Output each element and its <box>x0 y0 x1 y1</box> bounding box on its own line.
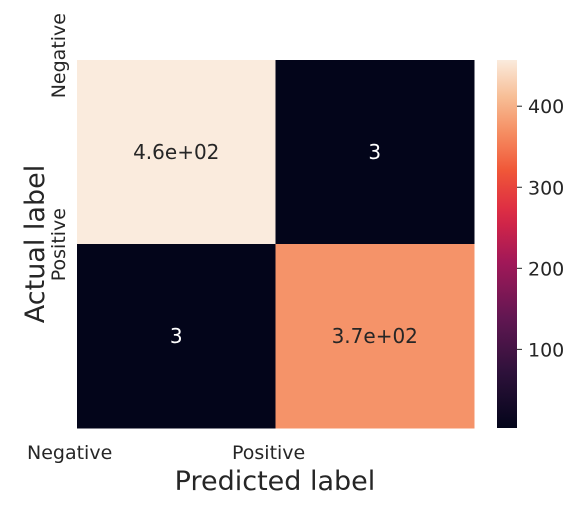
x-tick-label: Negative <box>27 442 112 464</box>
cell-annotation: 3 <box>170 324 183 348</box>
cell-annotation: 4.6e+02 <box>133 140 219 164</box>
colorbar-tick-label: 300 <box>528 177 564 199</box>
y-axis-label: Actual label <box>20 165 51 323</box>
colorbar-tick-label: 400 <box>528 96 564 118</box>
colorbar-tick-label: 100 <box>528 339 564 361</box>
heatmap-cells <box>77 60 475 429</box>
colorbar-tick-label: 200 <box>528 258 564 280</box>
y-tick-labels: Negative Positive <box>48 13 70 281</box>
cell-annotation: 3.7e+02 <box>332 324 418 348</box>
x-tick-label: Positive <box>232 442 305 464</box>
colorbar-ticks: 100 200 300 400 <box>517 96 564 361</box>
cell-annotation: 3 <box>368 140 381 164</box>
y-tick-label: Negative <box>48 13 70 98</box>
x-axis-label: Predicted label <box>175 466 376 497</box>
colorbar <box>497 60 517 428</box>
y-tick-label: Positive <box>48 208 70 281</box>
x-tick-labels: Negative Positive <box>27 442 305 464</box>
